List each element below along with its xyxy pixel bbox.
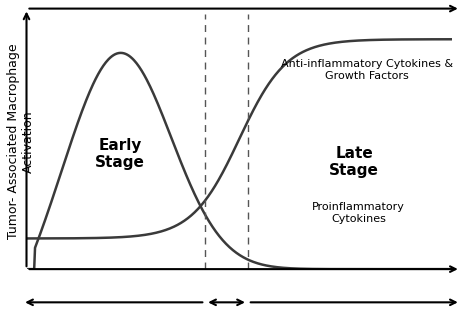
Text: Anti-inflammatory Cytokines &
Growth Factors: Anti-inflammatory Cytokines & Growth Fac… — [281, 59, 453, 81]
Text: Proinflammatory
Cytokines: Proinflammatory Cytokines — [312, 202, 405, 224]
Text: Late
Stage: Late Stage — [329, 146, 379, 178]
Text: Early
Stage: Early Stage — [95, 138, 145, 170]
Y-axis label: Tumor- Associated Macrophage
Activation: Tumor- Associated Macrophage Activation — [7, 44, 35, 239]
